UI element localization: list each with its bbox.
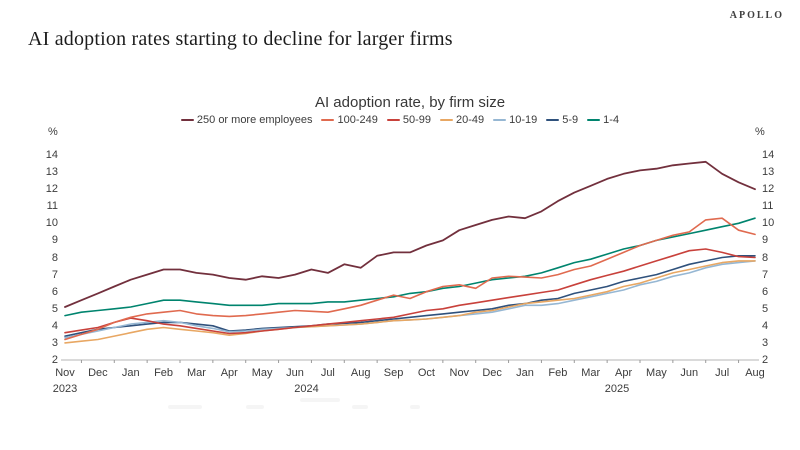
series-line-100-249 bbox=[64, 217, 756, 341]
x-axis-year-label: 2025 bbox=[604, 383, 630, 395]
y-axis-tick-label-left: 14 bbox=[45, 149, 58, 161]
page-title: AI adoption rates starting to decline fo… bbox=[28, 28, 453, 50]
x-axis-month-label: Aug bbox=[350, 367, 371, 379]
y-axis-tick-label-right: 10 bbox=[762, 217, 775, 230]
x-axis-month-label: Feb bbox=[154, 367, 174, 379]
legend-swatch-icon bbox=[439, 119, 453, 121]
x-axis-month-label: Jan bbox=[121, 367, 140, 379]
y-axis-unit-right: % bbox=[755, 126, 765, 138]
y-axis-unit-left: % bbox=[48, 126, 58, 138]
y-axis-tick-label-right: 9 bbox=[762, 234, 769, 247]
legend-swatch-icon bbox=[180, 119, 194, 121]
x-axis-month-label: Jul bbox=[715, 367, 730, 379]
y-axis-tick-label-left: 7 bbox=[51, 268, 58, 281]
legend-label: 1-4 bbox=[603, 114, 620, 126]
legend-label: 10-19 bbox=[509, 114, 538, 126]
x-axis-month-label: May bbox=[251, 367, 273, 379]
y-axis-tick-label-right: 12 bbox=[762, 183, 775, 196]
chart-legend: 250 or more employees 100-249 50-99 20-49 10… bbox=[0, 114, 800, 126]
legend-swatch-icon bbox=[321, 119, 335, 121]
y-axis-tick-label-right: 8 bbox=[762, 251, 769, 264]
y-axis-tick-label-left: 11 bbox=[46, 200, 58, 213]
y-axis-tick-label-left: 8 bbox=[51, 251, 58, 264]
y-axis-tick-label-left: 6 bbox=[51, 285, 58, 298]
y-axis-tick-label-right: 7 bbox=[762, 268, 769, 281]
series-line-1-4 bbox=[64, 217, 756, 317]
x-axis-month-label: Mar bbox=[186, 367, 206, 379]
legend-item-250-or-more-employees: 250 or more employees bbox=[180, 114, 313, 126]
x-axis-month-label: Dec bbox=[482, 367, 502, 379]
illegible-footnote-remnant bbox=[246, 405, 264, 409]
illegible-footnote-remnant bbox=[168, 405, 202, 409]
legend-item-20-49: 20-49 bbox=[439, 114, 485, 126]
legend-label: 100-249 bbox=[337, 114, 378, 126]
series-line-10-19 bbox=[64, 260, 756, 339]
legend-swatch-icon bbox=[587, 119, 601, 121]
x-axis-month-label: Apr bbox=[220, 367, 238, 379]
x-axis-month-label: Aug bbox=[745, 367, 765, 379]
y-axis-tick-label-right: 14 bbox=[762, 149, 775, 161]
legend-item-1-4: 1-4 bbox=[587, 114, 619, 126]
series-line-50-99 bbox=[64, 248, 756, 335]
legend-swatch-icon bbox=[546, 119, 560, 121]
x-axis-month-label: Nov bbox=[449, 367, 470, 379]
y-axis-tick-label-left: 9 bbox=[51, 234, 58, 247]
y-axis-tick-label-right: 13 bbox=[762, 166, 775, 179]
y-axis-tick-label-left: 4 bbox=[51, 319, 58, 332]
x-axis-year-label: 2023 bbox=[52, 383, 78, 395]
x-axis-month-label: Jun bbox=[680, 367, 699, 379]
x-axis-year-label: 2024 bbox=[294, 383, 319, 395]
apollo-logo: APOLLO bbox=[729, 10, 784, 21]
y-axis-tick-label-right: 6 bbox=[762, 285, 769, 298]
y-axis-tick-label-right: 5 bbox=[762, 302, 769, 315]
y-axis-tick-label-left: 12 bbox=[45, 183, 58, 196]
x-axis-month-label: Jun bbox=[286, 367, 304, 379]
legend-label: 20-49 bbox=[455, 114, 485, 126]
legend-swatch-icon bbox=[386, 119, 400, 121]
series-line-20-49 bbox=[64, 260, 756, 344]
legend-item-100-249: 100-249 bbox=[321, 114, 378, 126]
y-axis-tick-label-left: 2 bbox=[51, 354, 58, 366]
series-line-250-or-more-employees bbox=[64, 160, 756, 308]
x-axis-month-label: Apr bbox=[615, 367, 633, 379]
y-axis-tick-label-right: 11 bbox=[762, 200, 774, 213]
y-axis-tick-label-left: 3 bbox=[51, 336, 58, 349]
illegible-footnote-remnant bbox=[352, 405, 368, 409]
legend-label: 5-9 bbox=[562, 114, 579, 126]
x-axis-month-label: Jan bbox=[516, 367, 534, 379]
x-axis-month-label: Sep bbox=[383, 367, 404, 379]
legend-item-10-19: 10-19 bbox=[493, 114, 537, 126]
y-axis-tick-label-left: 5 bbox=[51, 302, 58, 315]
x-axis-month-label: Dec bbox=[88, 367, 108, 379]
illegible-footnote-remnant bbox=[410, 405, 420, 409]
legend-item-50-99: 50-99 bbox=[386, 114, 431, 126]
legend-swatch-icon bbox=[493, 119, 507, 121]
y-axis-tick-label-right: 3 bbox=[762, 336, 769, 349]
legend-label: 250 or more employees bbox=[196, 114, 313, 126]
x-axis-month-label: Jul bbox=[320, 367, 335, 379]
x-axis-month-label: Nov bbox=[55, 367, 75, 379]
x-axis-month-label: May bbox=[646, 367, 667, 379]
legend-item-5-9: 5-9 bbox=[546, 114, 578, 126]
y-axis-tick-label-left: 13 bbox=[45, 166, 58, 179]
y-axis-tick-label-right: 4 bbox=[762, 319, 769, 332]
legend-label: 50-99 bbox=[402, 114, 431, 126]
illegible-footnote-remnant bbox=[300, 398, 340, 402]
x-axis-month-label: Mar bbox=[581, 367, 601, 379]
y-axis-tick-label-left: 10 bbox=[45, 217, 58, 230]
x-axis-month-label: Oct bbox=[417, 367, 435, 379]
chart-title: AI adoption rate, by firm size bbox=[314, 94, 506, 111]
x-axis-month-label: Feb bbox=[548, 367, 568, 379]
y-axis-tick-label-right: 2 bbox=[762, 354, 769, 366]
